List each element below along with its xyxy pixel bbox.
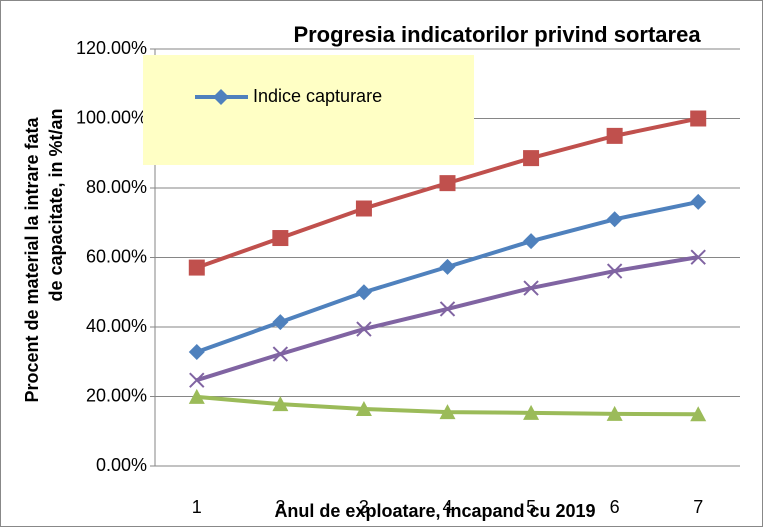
legend-box [143,55,474,165]
x-tick-label: 2 [275,497,285,517]
marker [355,284,372,301]
marker [272,396,289,412]
y-tick-label: 80.00% [86,177,147,197]
marker [523,150,540,167]
marker [606,127,623,144]
marker [690,249,706,265]
y-tick-label: 100.00% [76,107,147,127]
marker [690,406,707,422]
x-axis-label: Anul de exploatare, incapand cu 2019 [274,501,595,521]
marker [523,280,539,296]
marker [606,263,623,279]
legend-label: Indice capturare [253,86,382,106]
y-tick-label: 0.00% [96,455,147,475]
marker [690,110,707,127]
x-tick-label: 5 [526,497,536,517]
y-axis-label: de capacitate, in %t/an [46,108,66,301]
x-tick-label: 3 [359,497,369,517]
marker [439,301,456,317]
marker [272,314,289,331]
marker [606,211,623,228]
marker [355,401,372,417]
marker [439,258,456,275]
chart-title: Progresia indicatorilor privind sortarea [293,22,701,47]
marker [690,193,707,210]
marker [188,344,205,361]
y-tick-label: 60.00% [86,246,147,266]
y-tick-label: 120.00% [76,38,147,58]
marker [272,346,289,362]
marker [355,200,372,217]
marker [606,405,623,421]
marker [188,259,205,276]
marker [356,321,372,337]
x-tick-label: 6 [610,497,620,517]
y-tick-label: 20.00% [86,385,147,405]
marker [213,89,229,105]
y-tick-label: 40.00% [86,316,147,336]
marker [523,233,540,250]
x-tick-label: 4 [442,497,452,517]
x-tick-label: 7 [693,497,703,517]
marker [189,372,205,388]
marker [439,404,456,420]
marker [523,404,540,420]
x-tick-label: 1 [192,497,202,517]
marker [188,388,205,404]
marker [272,230,289,247]
y-axis-label: Procent de material la intrare fata [22,116,42,402]
marker [439,175,456,192]
